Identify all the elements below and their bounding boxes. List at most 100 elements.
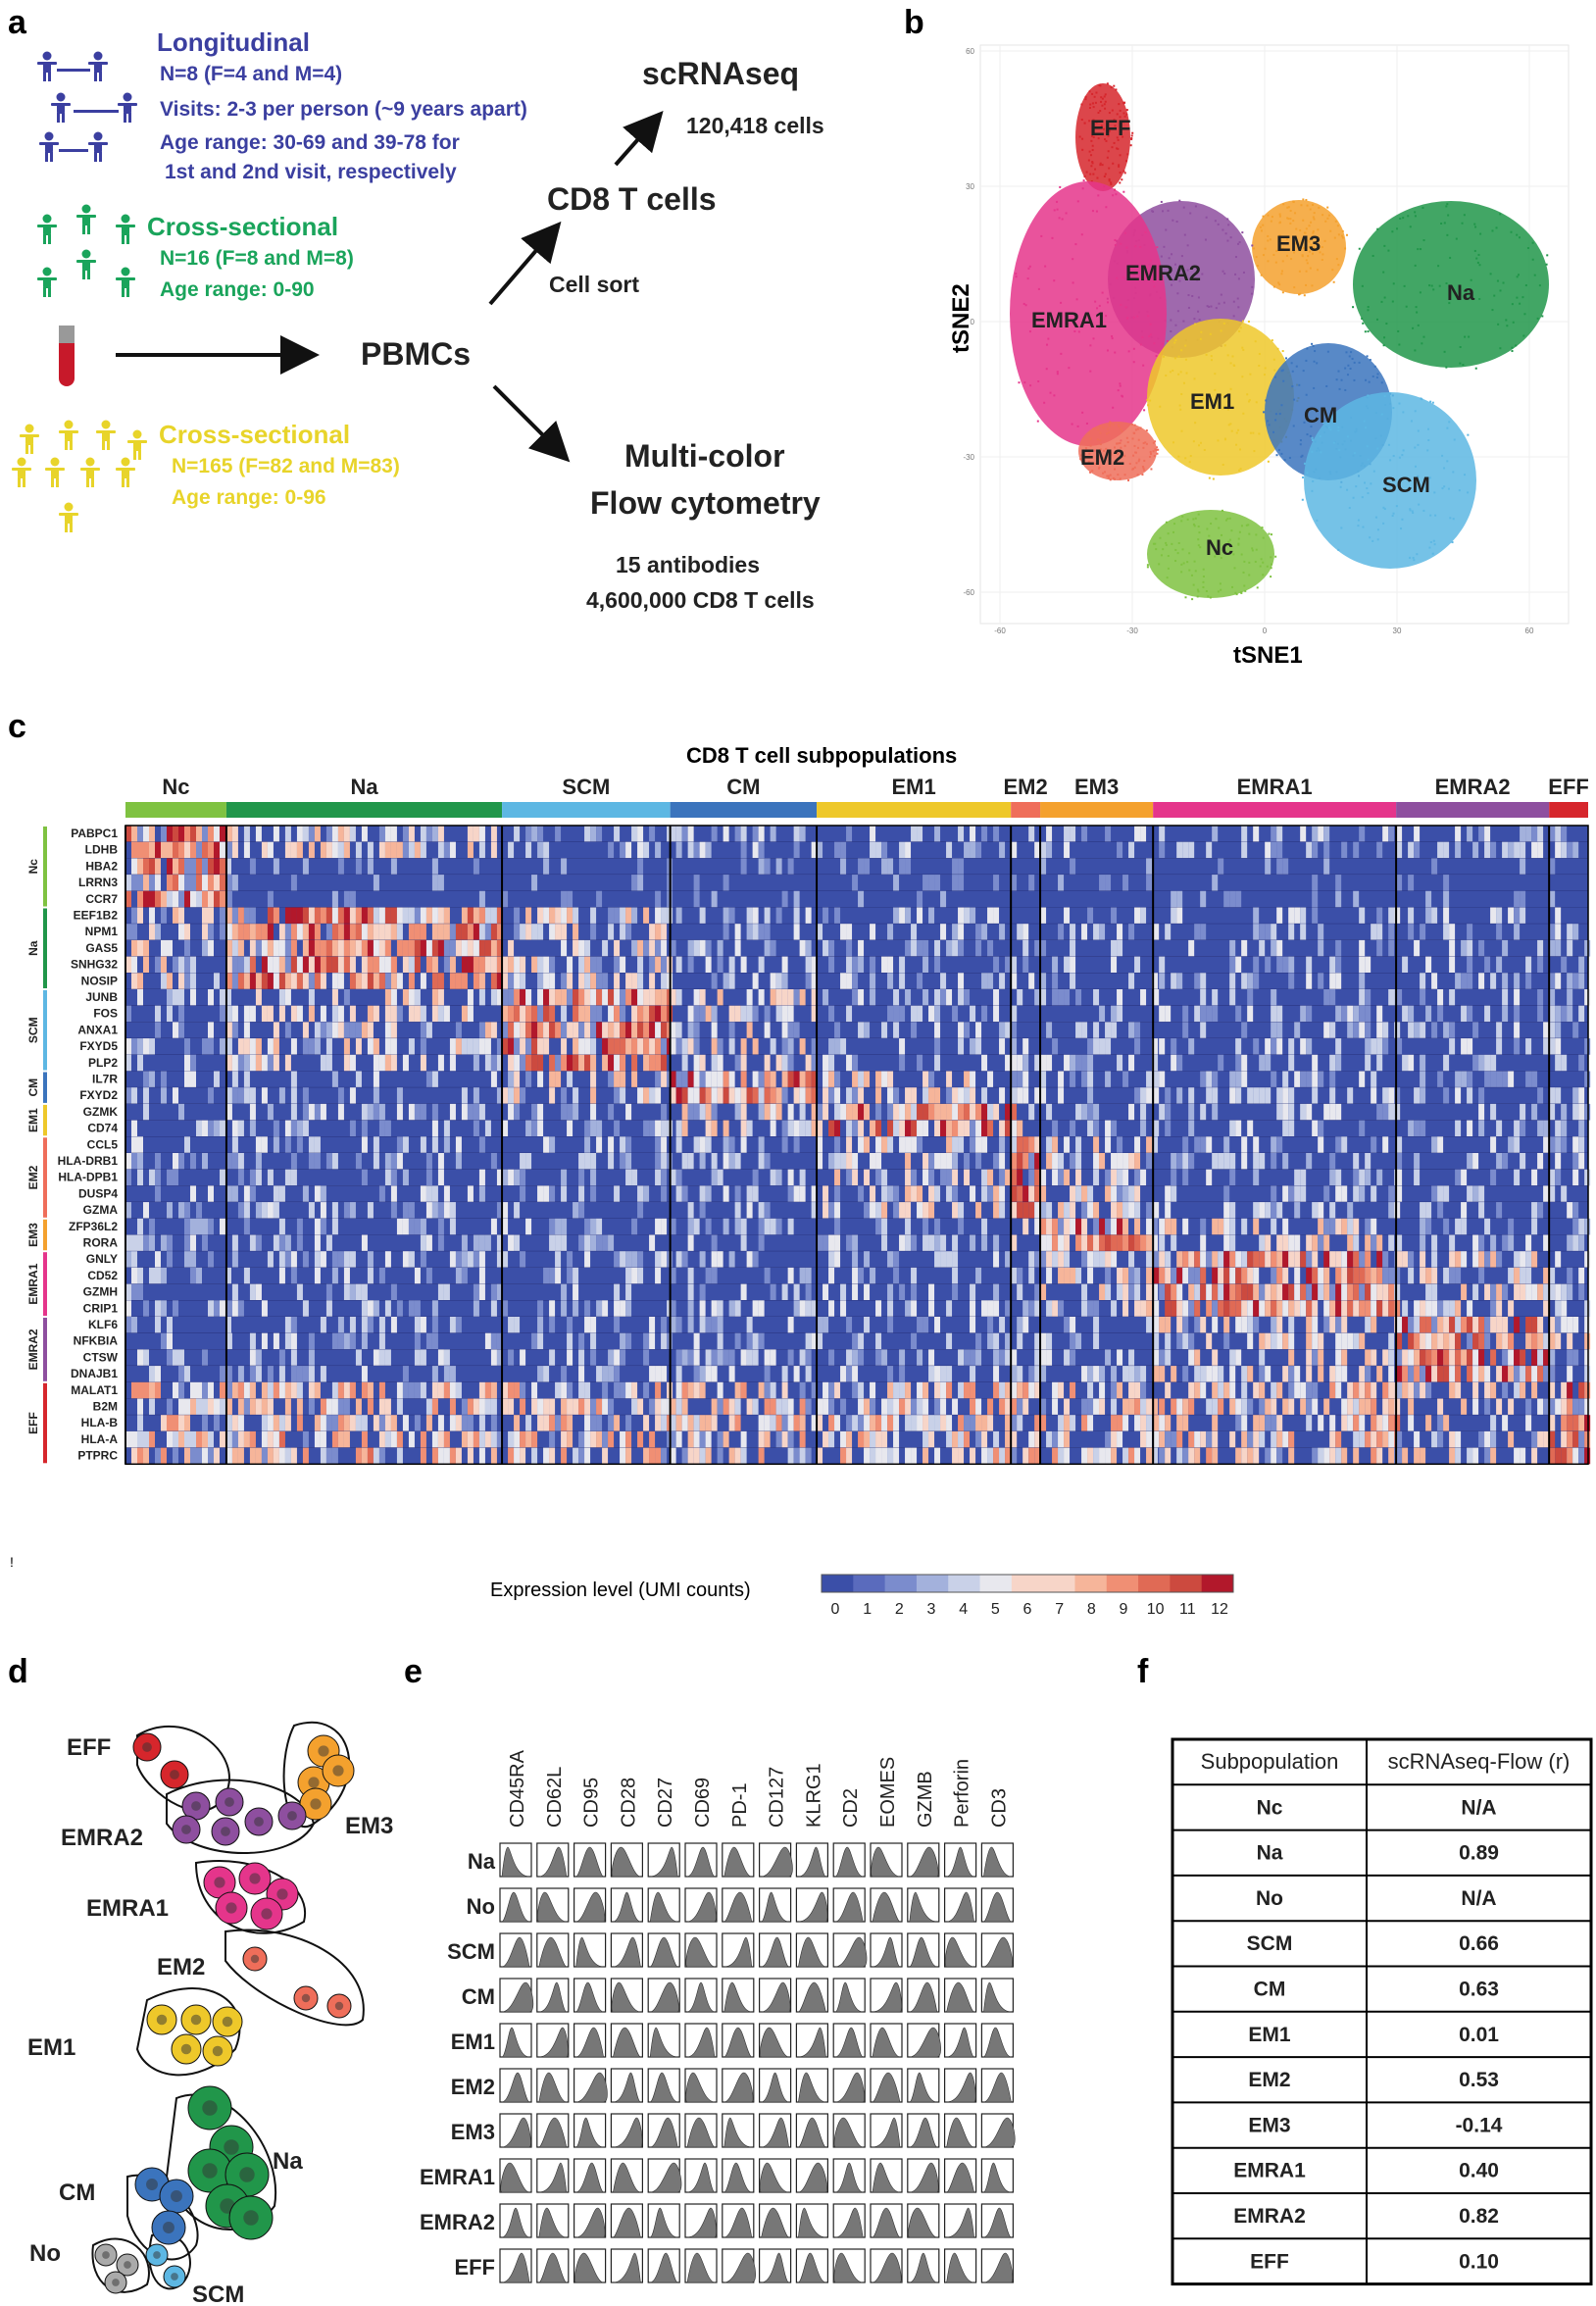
table-cell-correlation: 0.89 <box>1459 1842 1499 1865</box>
panel-label-b: b <box>904 4 924 41</box>
tsne-label-cm: CM <box>1304 403 1337 427</box>
table-cell-subpopulation: Na <box>1257 1842 1283 1865</box>
histogram-row-label: No <box>467 1894 495 1919</box>
antibodies-label: 15 antibodies <box>616 552 760 577</box>
heatmap-row <box>125 1038 1591 1056</box>
arrow-pbmc-to-cd8 <box>488 221 562 306</box>
heatmap-row <box>125 1300 1591 1318</box>
gene-group-bar <box>43 1072 47 1103</box>
subpop-bar-em2 <box>1011 802 1041 818</box>
gene-label: CTSW <box>83 1350 119 1364</box>
gene-group-label: SCM <box>26 1017 40 1043</box>
heatmap-row <box>125 924 1588 941</box>
subpop-label-em2: EM2 <box>1003 775 1047 799</box>
marker-label: CD28 <box>618 1778 639 1828</box>
tsne-label-emra2: EMRA2 <box>1125 261 1201 285</box>
longitudinal-line-2: Visits: 2-3 per person (~9 years apart) <box>160 98 527 121</box>
gene-group-label: EM3 <box>26 1223 40 1247</box>
panel-label-e: e <box>404 1653 423 1690</box>
table-cell-correlation: 0.53 <box>1459 2069 1499 2091</box>
heatmap-row <box>125 1120 1588 1137</box>
tsne-y-tick: 30 <box>966 182 974 191</box>
footnote-mark: ! <box>10 1554 14 1570</box>
tsne-x-axis-label: tSNE1 <box>1233 642 1303 669</box>
gene-label: GZMK <box>83 1105 119 1119</box>
gene-label: MALAT1 <box>71 1383 118 1397</box>
heatmap-subpop-header: Nc Na SCM CM EM1 EM2 EM3 EMRA1 EMRA2 EFF <box>125 775 1589 818</box>
arrow-cd8-to-scrna <box>614 111 664 167</box>
legend-tick: 11 <box>1179 1601 1196 1618</box>
longitudinal-people-icon <box>37 51 137 162</box>
gene-label: PTPRC <box>77 1449 118 1463</box>
cross-sectional-2-line-1: N=165 (F=82 and M=83) <box>172 455 400 477</box>
histogram-row-label: Na <box>468 1849 496 1874</box>
legend-tick: 5 <box>991 1601 1000 1618</box>
heatmap-row <box>125 875 1588 892</box>
table-cell-subpopulation: SCM <box>1247 1932 1293 1955</box>
cross-sectional-1-line-1: N=16 (F=8 and M=8) <box>160 247 354 270</box>
subpop-bar-em3 <box>1040 802 1154 818</box>
gene-group-bar <box>43 1382 47 1464</box>
flow-label-1: Multi-color <box>624 438 785 474</box>
tsne-label-em2: EM2 <box>1080 445 1124 470</box>
legend-tick: 3 <box>927 1601 936 1618</box>
heatmap-row <box>125 1153 1588 1170</box>
correlation-table: Subpopulation scRNAseq-Flow (r) Nc N/A Na 0.8… <box>1171 1737 1593 2286</box>
heatmap-row <box>125 1005 1588 1023</box>
histogram-row-label: EM1 <box>451 2030 495 2054</box>
heatmap-row <box>125 890 1588 908</box>
heatmap <box>125 825 1591 1466</box>
table-cell-subpopulation: EM3 <box>1248 2114 1290 2136</box>
tsne-label-nc: Nc <box>1206 535 1233 560</box>
histogram-row-label: EM2 <box>451 2075 495 2099</box>
spade-label-no: No <box>29 2240 61 2267</box>
table-header-subpopulation: Subpopulation <box>1201 1749 1339 1774</box>
table-cell-subpopulation: No <box>1256 1887 1283 1910</box>
table-cell-correlation: -0.14 <box>1456 2114 1503 2136</box>
marker-label: CD27 <box>655 1778 676 1828</box>
tsne-label-em1: EM1 <box>1190 389 1234 414</box>
gene-label: FOS <box>93 1007 118 1021</box>
tsne-y-tick: 60 <box>966 47 974 56</box>
gene-group-bar <box>43 990 47 1071</box>
gene-group-label: EM2 <box>26 1165 40 1189</box>
cross-sectional-title-2: Cross-sectional <box>159 420 350 449</box>
tsne-x-tick: 30 <box>1393 627 1402 635</box>
table-cell-subpopulation: CM <box>1254 1979 1286 2001</box>
tsne-cluster-emra1 <box>1010 179 1169 452</box>
flow-histogram-grid: CD45RA CD62L CD95 CD28 CD27 CD69 PD-1 CD127 KLRG… <box>420 1749 1016 2283</box>
heatmap-row <box>125 1071 1591 1088</box>
gene-group-bar <box>43 1219 47 1251</box>
table-header-correlation: scRNAseq-Flow (r) <box>1388 1749 1571 1774</box>
panel-label-d: d <box>8 1653 28 1690</box>
heatmap-row <box>125 1218 1591 1235</box>
gene-label: FXYD2 <box>79 1088 118 1102</box>
gene-label: HLA-DRB1 <box>58 1154 119 1168</box>
table-cell-correlation: 0.82 <box>1459 2205 1499 2228</box>
subpop-label-emra2: EMRA2 <box>1435 775 1511 799</box>
cross-sectional-title-1: Cross-sectional <box>147 212 338 241</box>
panel-label-f: f <box>1137 1653 1149 1690</box>
heatmap-row <box>125 1317 1591 1333</box>
tsne-cluster-na <box>1352 201 1549 370</box>
table-cell-correlation: 0.66 <box>1459 1932 1499 1955</box>
heatmap-row <box>125 1415 1591 1432</box>
heatmap-row <box>125 1185 1588 1203</box>
gene-label: PABPC1 <box>71 827 118 840</box>
heatmap-row <box>125 1398 1591 1416</box>
spade-label-emra2: EMRA2 <box>61 1825 143 1851</box>
gene-label: CD52 <box>87 1269 118 1282</box>
heatmap-row <box>125 1054 1588 1072</box>
table-cell-correlation: 0.63 <box>1459 1979 1499 2001</box>
tsne-x-tick: 60 <box>1525 627 1534 635</box>
legend-tick: 1 <box>863 1601 872 1618</box>
gene-group-bar <box>43 908 47 988</box>
spade-label-emra1: EMRA1 <box>86 1895 169 1922</box>
marker-label: KLRG1 <box>803 1763 824 1828</box>
gene-label: DNAJB1 <box>71 1367 118 1380</box>
heatmap-row <box>125 841 1588 859</box>
longitudinal-title: Longitudinal <box>157 27 310 57</box>
heatmap-row <box>125 939 1591 957</box>
legend-tick: 2 <box>895 1601 904 1618</box>
longitudinal-line-1: N=8 (F=4 and M=4) <box>160 63 342 85</box>
